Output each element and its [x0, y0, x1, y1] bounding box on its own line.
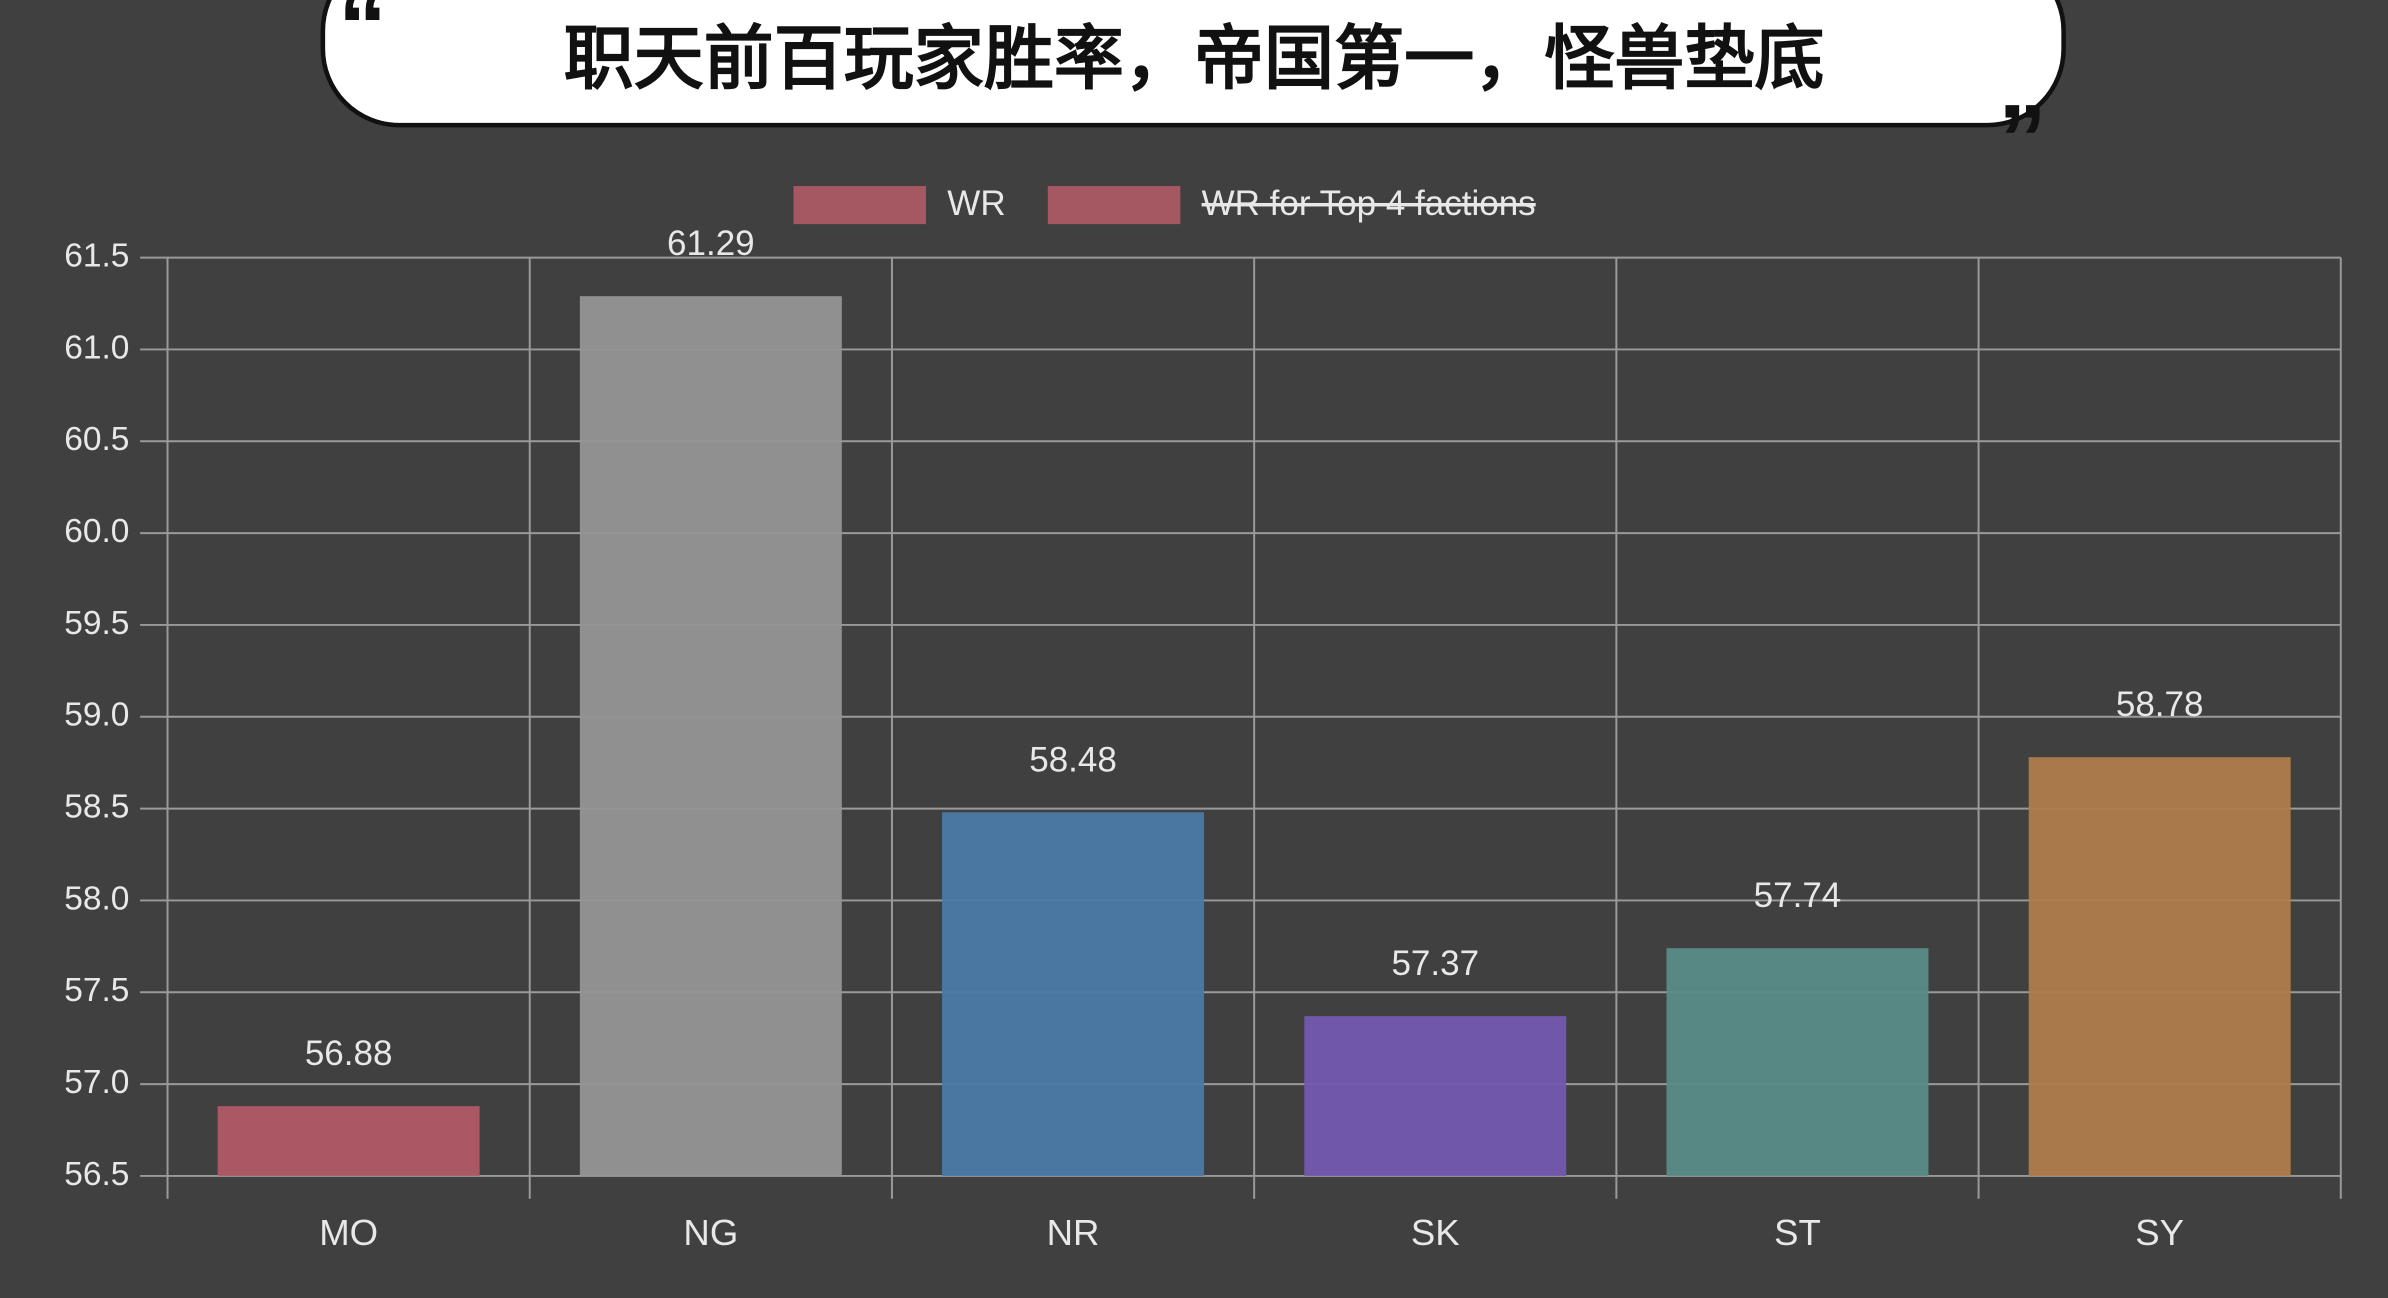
x-tick-label: SK [1411, 1212, 1460, 1253]
y-tick-label: 59.0 [64, 697, 129, 734]
value-label: 58.48 [1029, 740, 1117, 779]
title-bubble [320, 0, 2066, 128]
chart-title: 职天前百玩家胜率，帝国第一，怪兽垫底 [564, 20, 1825, 98]
y-tick-label: 56.5 [64, 1156, 129, 1193]
value-label: 61.29 [667, 224, 755, 263]
x-tick-label: ST [1774, 1212, 1821, 1253]
legend-swatch [793, 186, 926, 225]
bar [942, 812, 1205, 1176]
y-tick-label: 58.0 [64, 880, 129, 917]
legend-swatch [1047, 186, 1181, 225]
x-tick-label: SY [2135, 1212, 2184, 1253]
value-label: 56.88 [305, 1034, 393, 1073]
bar [217, 1106, 480, 1176]
bar [1666, 948, 1929, 1176]
bar [1304, 1016, 1567, 1176]
quote-close: ” [1998, 84, 2047, 193]
y-tick-label: 59.5 [64, 605, 129, 642]
y-tick-label: 58.5 [64, 788, 129, 825]
legend-label: WR [947, 184, 1005, 223]
value-label: 58.78 [2116, 685, 2204, 724]
value-label: 57.37 [1391, 944, 1479, 983]
value-label: 57.74 [1754, 876, 1842, 915]
y-tick-label: 61.0 [64, 329, 129, 366]
y-tick-label: 60.5 [64, 421, 129, 458]
y-tick-label: 61.5 [64, 237, 129, 274]
bar [2028, 757, 2291, 1176]
bar [579, 296, 842, 1176]
y-tick-label: 60.0 [64, 513, 129, 550]
y-tick-label: 57.0 [64, 1064, 129, 1101]
y-tick-label: 57.5 [64, 972, 129, 1009]
x-tick-label: NR [1047, 1212, 1100, 1253]
legend-label: WR for Top 4 factions [1202, 184, 1536, 223]
quote-open: “ [338, 0, 387, 80]
x-tick-label: NG [683, 1212, 738, 1253]
x-tick-label: MO [319, 1212, 378, 1253]
